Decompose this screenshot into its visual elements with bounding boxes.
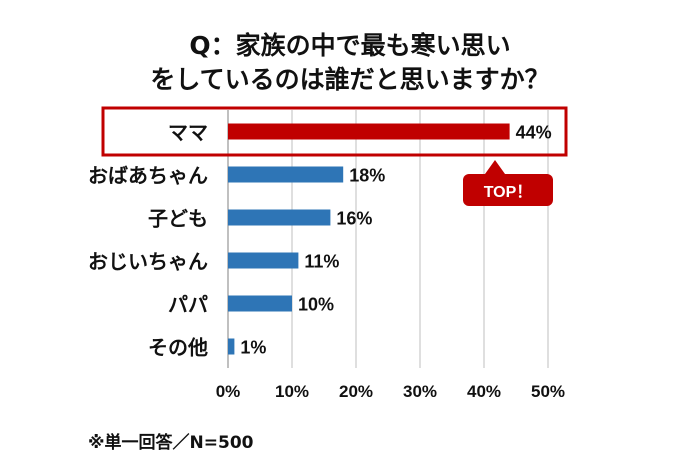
footnote: ※単一回答／N=500 <box>88 433 254 453</box>
x-tick-label: 30% <box>403 382 437 401</box>
x-tick-label: 20% <box>339 382 373 401</box>
bar <box>228 295 292 312</box>
top-callout-label: TOP！ <box>483 184 533 201</box>
highlight-box <box>101 106 568 157</box>
value-label: 11% <box>304 252 339 272</box>
x-tick-label: 10% <box>275 382 309 401</box>
category-label: おばあちゃん <box>88 164 208 188</box>
value-label: 44% <box>516 123 552 143</box>
bar <box>228 209 331 226</box>
category-label: おじいちゃん <box>88 250 208 274</box>
value-label: 16% <box>336 209 372 229</box>
chart-title-line-2: をしているのは誰だと思いますか？ <box>150 65 550 94</box>
category-label: 子ども <box>148 207 208 231</box>
x-tick-label: 0% <box>216 382 241 401</box>
category-label: その他 <box>148 336 208 360</box>
bar <box>228 252 299 269</box>
x-tick-label: 50% <box>531 382 565 401</box>
chart-title-line-1: Q：家族の中で最も寒い思い <box>189 31 511 60</box>
x-tick-label: 40% <box>467 382 501 401</box>
category-label: ママ <box>168 121 208 145</box>
value-label: 10% <box>298 295 334 315</box>
top-callout: TOP！ <box>463 160 553 206</box>
bar <box>228 338 235 355</box>
category-label: パパ <box>168 293 208 317</box>
bar <box>228 166 344 183</box>
value-label: 1% <box>240 338 266 358</box>
value-label: 18% <box>349 166 385 186</box>
bar <box>228 123 510 140</box>
